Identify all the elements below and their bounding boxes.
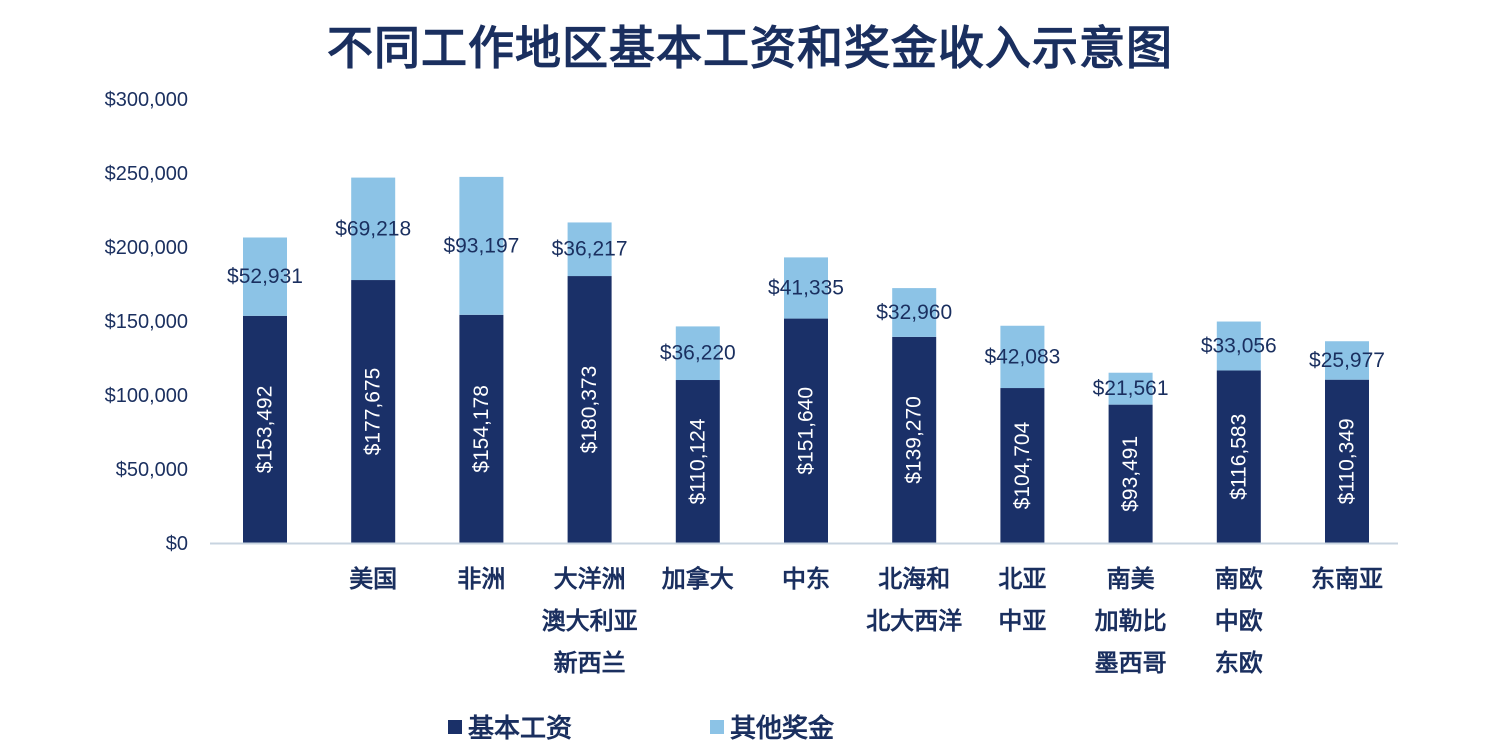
- y-tick-label: $200,000: [105, 237, 188, 259]
- data-label-bonus: $25,977: [1309, 349, 1385, 372]
- data-label-base-salary: $180,373: [578, 366, 601, 454]
- legend-item-bonus: 其他奖金: [710, 708, 834, 745]
- data-label-base-salary: $104,704: [1011, 421, 1034, 509]
- category-label: 中亚: [998, 607, 1046, 635]
- bar-base-salary: [784, 318, 828, 543]
- category-label: 墨西哥: [1095, 649, 1167, 677]
- bar-base-salary: [1325, 379, 1369, 543]
- bar-bonus: [784, 257, 828, 319]
- data-label-bonus: $42,083: [984, 345, 1060, 368]
- legend-swatch-base-salary: [448, 719, 462, 734]
- y-tick-label: $150,000: [105, 311, 188, 333]
- category-label: 加勒比: [1095, 607, 1167, 635]
- data-label-base-salary: $116,583: [1227, 414, 1250, 500]
- data-label-bonus: $36,220: [660, 342, 736, 365]
- data-label-base-salary: $110,124: [686, 418, 709, 504]
- bar-bonus: [1325, 341, 1369, 380]
- bar-bonus: [892, 288, 937, 337]
- legend: 基本工资 其他奖金: [0, 708, 1500, 748]
- data-label-base-salary: $93,491: [1119, 436, 1142, 512]
- legend-label-base-salary: 基本工资: [468, 714, 573, 744]
- bar-bonus: [459, 176, 504, 315]
- y-axis: $0 $50,000 $100,000 $150,000 $200,000 $250,00…: [105, 89, 188, 555]
- bar-base-salary: [675, 380, 720, 543]
- data-label-bonus: $36,217: [552, 238, 628, 261]
- y-tick-label: $50,000: [116, 459, 188, 481]
- bar-base-salary: [567, 276, 612, 543]
- category-label: 东欧: [1215, 649, 1263, 677]
- category-label: 非洲: [457, 565, 505, 593]
- bar-bonus: [1108, 372, 1153, 405]
- category-label: 大洋洲: [554, 565, 626, 593]
- legend-item-base-salary: 基本工资: [448, 708, 572, 745]
- data-label-base-salary: $151,640: [795, 387, 818, 475]
- bar-base-salary: [351, 280, 396, 543]
- category-label: 美国: [349, 565, 397, 593]
- y-tick-label: $250,000: [105, 163, 188, 185]
- chart-title: 不同工作地区基本工资和奖金收入示意图: [327, 21, 1173, 75]
- data-label-bonus: $52,931: [227, 265, 303, 288]
- bar-bonus: [675, 326, 720, 381]
- data-label-bonus: $32,960: [876, 301, 952, 324]
- data-label-bonus: $41,335: [768, 276, 844, 299]
- data-label-base-salary: $110,349: [1336, 418, 1359, 504]
- bar-bonus: [1000, 325, 1045, 389]
- y-tick-label: $300,000: [105, 89, 188, 111]
- data-label-bonus: $93,197: [443, 234, 519, 257]
- category-label: 中东: [782, 565, 830, 593]
- legend-swatch-bonus: [710, 719, 724, 734]
- category-label: 北亚: [998, 565, 1046, 593]
- y-tick-label: $0: [166, 533, 188, 555]
- data-label-base-salary: $177,675: [362, 368, 385, 456]
- category-label: 东南亚: [1311, 565, 1383, 593]
- data-label-base-salary: $154,178: [470, 385, 493, 473]
- data-label-bonus: $21,561: [1093, 377, 1169, 400]
- category-label: 南欧: [1215, 565, 1263, 593]
- bar-base-salary: [892, 336, 937, 543]
- category-label: 中欧: [1215, 607, 1263, 635]
- legend-label-bonus: 其他奖金: [730, 714, 835, 744]
- bar-bonus: [351, 177, 396, 281]
- category-label: 北海和: [878, 565, 950, 593]
- bar-bonus: [243, 237, 287, 316]
- y-tick-label: $100,000: [105, 385, 188, 407]
- bar-base-salary: [1216, 370, 1261, 543]
- bar-base-salary: [459, 314, 504, 543]
- category-label: 澳大利亚: [542, 607, 638, 635]
- data-label-bonus: $33,056: [1201, 334, 1277, 357]
- category-label: 南美: [1107, 565, 1155, 593]
- bar-base-salary: [1108, 404, 1153, 543]
- bar-base-salary: [1000, 388, 1045, 543]
- data-label-base-salary: $139,270: [903, 396, 926, 484]
- category-label: 加拿大: [662, 565, 734, 593]
- category-label: 北大西洋: [866, 607, 962, 635]
- category-label: 新西兰: [554, 649, 626, 677]
- data-label-base-salary: $153,492: [254, 386, 277, 474]
- stacked-bar-chart: $0 $50,000 $100,000 $150,000 $200,000 $250,00…: [105, 89, 1398, 677]
- bars: $153,492 $52,931 $177,675 $69,218 $154,178 $9…: [227, 176, 1385, 543]
- bar-base-salary: [243, 315, 287, 543]
- bar-bonus: [567, 222, 612, 277]
- data-label-bonus: $69,218: [335, 217, 411, 240]
- bar-bonus: [1216, 321, 1261, 371]
